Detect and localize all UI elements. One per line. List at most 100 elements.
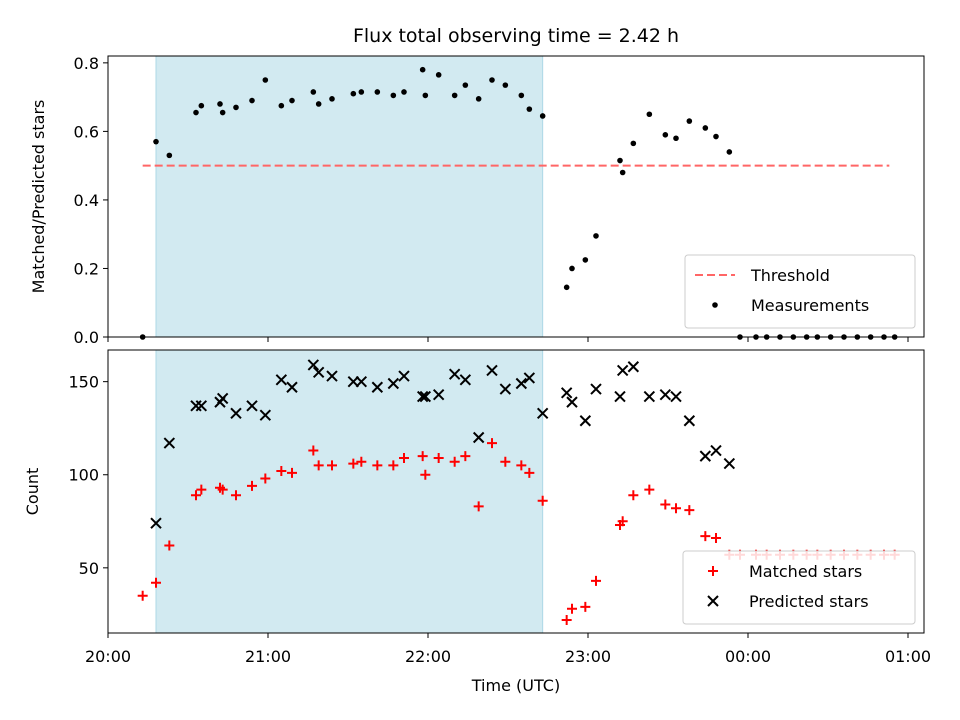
matched-stars-point <box>473 501 484 512</box>
legend-box <box>682 550 916 625</box>
measurement-point <box>419 66 426 73</box>
matched-stars-point <box>561 614 572 625</box>
x-tick-label: 23:00 <box>565 647 611 666</box>
measurement-point <box>358 89 365 95</box>
predicted-stars-point <box>499 383 512 395</box>
predicted-stars-point <box>432 388 445 401</box>
measurement-point <box>726 149 733 155</box>
measurement-point <box>422 92 429 99</box>
measurement-point <box>401 89 407 95</box>
matched-stars-point <box>644 484 655 495</box>
predicted-stars-point <box>566 396 578 408</box>
predicted-stars-point <box>355 375 368 388</box>
matched-stars-point <box>449 456 460 467</box>
y-tick-label: 0.6 <box>74 122 99 141</box>
predicted-stars-point <box>448 368 461 380</box>
y-tick-label: 50 <box>79 559 99 578</box>
measurement-point <box>329 96 335 102</box>
legend-measurement-swatch <box>712 302 718 308</box>
matched-stars-point <box>700 531 711 542</box>
matched-stars-point <box>580 601 591 612</box>
matched-stars-point <box>628 490 639 501</box>
plot-frame <box>107 55 925 338</box>
matched-stars-point <box>276 466 287 477</box>
predicted-stars-point <box>659 388 672 401</box>
measurement-point <box>673 135 679 142</box>
matched-stars-point <box>417 451 428 462</box>
predicted-stars-point <box>216 392 229 405</box>
matched-stars-point <box>460 451 471 462</box>
measurement-point <box>582 257 589 263</box>
matched-stars-point <box>308 445 319 456</box>
predicted-stars-point <box>286 381 298 393</box>
x-tick-label: 20:00 <box>85 647 131 666</box>
measurement-point <box>713 133 719 140</box>
measurement-point <box>390 92 397 99</box>
measurement-point <box>198 102 205 109</box>
predicted-stars-point <box>195 400 208 412</box>
y-tick-label: 0.0 <box>74 328 99 347</box>
matched-stars-point <box>327 460 337 471</box>
measurement-point <box>350 90 357 97</box>
measurement-point <box>374 89 381 95</box>
predicted-stars-point <box>230 407 242 420</box>
matched-stars-point <box>591 575 601 586</box>
observing-window-shade <box>155 55 544 338</box>
predicted-stars-point <box>614 390 626 403</box>
measurement-point <box>475 96 482 102</box>
matched-stars-point <box>137 590 148 601</box>
measurement-point <box>593 233 599 239</box>
y-axis-label: Matched/Predicted stars <box>29 100 48 294</box>
matched-stars-point <box>356 456 367 467</box>
predicted-stars-point <box>590 383 602 395</box>
predicted-stars-point <box>699 450 712 462</box>
predicted-stars-point <box>387 377 400 390</box>
measurement-point <box>702 125 709 131</box>
x-tick-label: 22:00 <box>405 647 451 666</box>
measurement-point <box>539 113 546 119</box>
predicted-stars-point <box>150 517 162 529</box>
matched-stars-point <box>196 484 207 495</box>
predicted-stars-point <box>683 415 696 427</box>
measurement-point <box>233 104 239 111</box>
predicted-stars-point <box>486 364 498 377</box>
plot-frame <box>107 349 925 634</box>
matched-stars-point <box>191 490 201 501</box>
matched-stars-point <box>660 499 671 510</box>
matched-stars-point <box>524 467 535 478</box>
legend-matched-swatch <box>708 566 718 576</box>
legend: Matched stars Predicted stars <box>682 550 916 625</box>
measurement-point <box>249 97 255 104</box>
matched-stars-point <box>231 490 241 501</box>
measurement-point <box>193 109 199 116</box>
predicted-stars-point <box>616 364 629 377</box>
predicted-stars-point <box>398 370 410 382</box>
matched-stars-point <box>487 438 497 449</box>
measurement-point <box>662 132 669 138</box>
matched-stars-point <box>567 603 577 614</box>
predicted-stars-point <box>312 366 325 379</box>
legend-label: Predicted stars <box>749 592 869 611</box>
predicted-stars-point <box>579 415 592 427</box>
x-tick-label: 01:00 <box>885 647 931 666</box>
measurement-point <box>315 101 322 107</box>
predicted-stars-point <box>275 374 288 386</box>
measurement-point <box>569 265 575 272</box>
matched-stars-point <box>348 458 359 469</box>
count-panel: 50 100 150 20:00 21:00 22:00 23:00 00:00 01:00 Co… <box>23 349 931 666</box>
x-axis-label: Time (UTC) <box>471 676 560 695</box>
measurement-point <box>435 72 442 78</box>
y-axis-label: Count <box>23 468 42 516</box>
y-tick-label: 150 <box>68 373 99 392</box>
measurement-point <box>462 82 469 88</box>
matched-stars-point <box>313 460 324 471</box>
matched-stars-point <box>711 533 721 544</box>
measurement-point <box>619 169 626 176</box>
predicted-stars-point <box>536 407 549 420</box>
matched-stars-point <box>247 480 257 491</box>
legend-label: Matched stars <box>749 562 862 581</box>
predicted-stars-point <box>259 409 272 421</box>
predicted-stars-point <box>371 381 384 393</box>
matched-stars-point <box>372 460 383 471</box>
